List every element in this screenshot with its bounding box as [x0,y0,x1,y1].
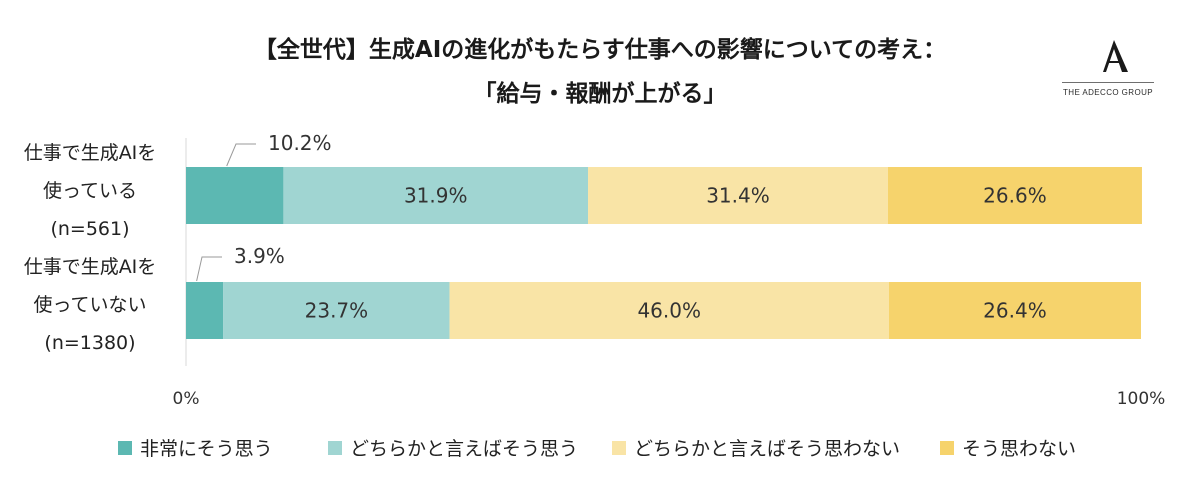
bar-segment-2-4 [888,282,1141,339]
chart-title-line-1: 【全世代】生成AIの進化がもたらす仕事への影響についての考え： [253,37,947,63]
callout-line-1 [226,143,256,167]
adecco-a-logo-icon [1103,40,1128,72]
category-label-1-line-3: (n=561) [50,218,129,240]
bar-segment-1-4 [887,167,1142,224]
category-label-1-line-1: 仕事で生成AIを [24,142,157,164]
category-label-1-line-2: 使っている [43,180,137,202]
tick-label-0: 0% [173,389,200,409]
chart-title-line-2: 「給与・報酬が上がる」 [473,81,727,107]
chart-title: 【全世代】生成AIの進化がもたらす仕事への影響についての考え： 「給与・報酬が上… [0,28,1200,116]
category-label-2-line-3: (n=1380) [44,332,135,354]
legend-item-3: どちらかと言えばそう思わない [612,434,900,461]
bar-segment-1-3 [588,167,888,224]
data-label-2-1: 3.9% [234,244,285,268]
chart-legend: 非常にそう思う どちらかと言えばそう思う どちらかと言えばそう思わない そう思わない [118,434,1118,464]
bar-segment-1-2 [283,167,589,224]
bar-segment-2-1 [186,282,224,339]
tick-label-100: 100% [1117,389,1166,409]
legend-item-1: 非常にそう思う [118,434,273,461]
bar-segment-2-3 [449,282,889,339]
logo-divider [1062,82,1154,83]
legend-swatch [118,440,132,455]
legend-label: そう思わない [962,438,1077,460]
legend-swatch [940,440,954,455]
logo-text: THE ADECCO GROUP [1063,88,1153,97]
legend-item-4: そう思わない [940,434,1076,461]
data-label-2-4: 26.4% [983,299,1047,323]
bar-segment-2-2 [223,282,450,339]
adecco-logo: THE ADECCO GROUP [1062,38,1154,102]
legend-item-2: どちらかと言えばそう思う [328,434,578,461]
category-label-2-line-2: 使っていない [33,294,146,316]
legend-label: どちらかと言えばそう思う [350,438,579,460]
data-label-1-4: 26.6% [983,184,1047,208]
legend-label: 非常にそう思う [140,438,273,460]
data-label-2-2: 23.7% [305,299,369,323]
category-label-2-line-1: 仕事で生成AIを [24,256,157,278]
legend-label: どちらかと言えばそう思わない [634,438,901,460]
data-label-1-1: 10.2% [268,131,332,155]
data-label-2-3: 46.0% [637,299,701,323]
callout-line-2 [196,256,222,282]
bar-segment-1-1 [186,167,284,224]
data-label-1-3: 31.4% [706,184,770,208]
legend-swatch [328,440,342,455]
legend-swatch [612,440,626,455]
data-label-1-2: 31.9% [404,184,468,208]
